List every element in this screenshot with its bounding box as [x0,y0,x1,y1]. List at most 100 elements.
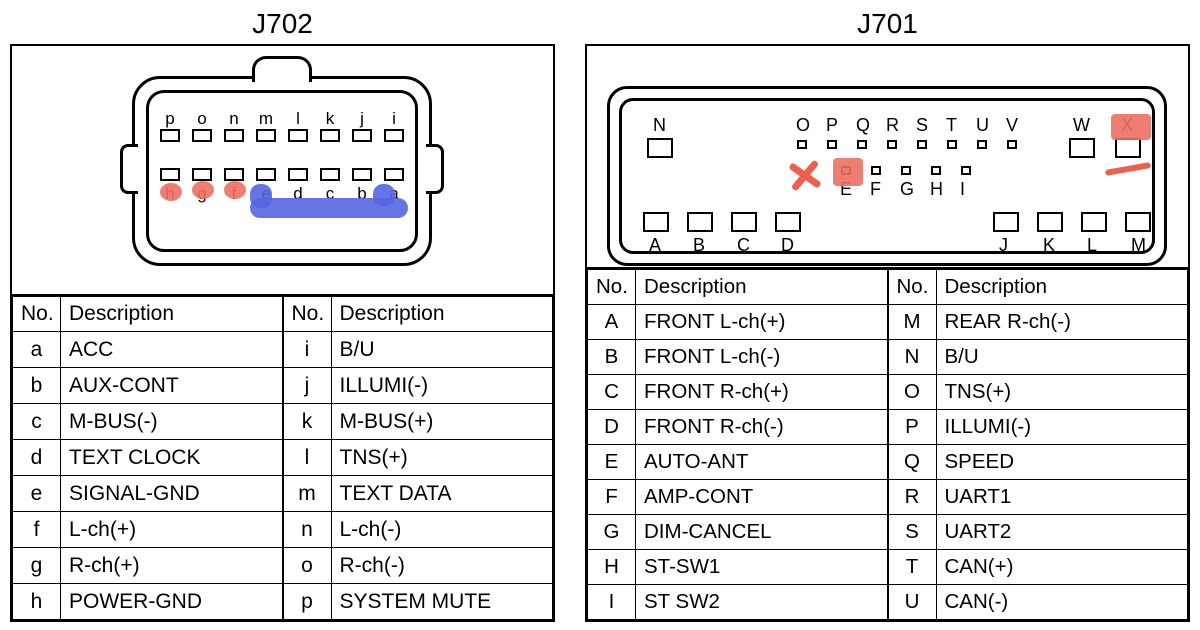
table-row: PILLUMI(-) [888,410,1188,445]
cell-no: P [888,410,936,445]
cell-desc: AUX-CONT [61,368,283,404]
table-row: UCAN(-) [888,585,1188,620]
cell-no: h [13,584,61,620]
pin-label-A: A [649,236,661,254]
pin-i [384,129,404,142]
pin-m [256,129,276,142]
highlight-red-blob-X [1111,114,1151,140]
connector-tab [252,56,312,82]
pin-label-S: S [916,116,928,134]
highlight-red-dot-g [192,181,214,199]
cell-desc: M-BUS(+) [331,404,553,440]
cell-no: g [13,548,61,584]
pin-P [827,140,837,149]
cell-desc: FRONT L-ch(-) [636,340,888,375]
table-row: iB/U [283,332,553,368]
th-no: No. [888,270,936,305]
table-row: cM-BUS(-) [13,404,283,440]
table-row: TCAN(+) [888,550,1188,585]
cell-no: H [588,550,636,585]
table-row: RUART1 [888,480,1188,515]
cell-desc: L-ch(-) [331,512,553,548]
connector-drawing-j702: ponmlkji hgfedcba [12,46,553,296]
pin-G [901,166,911,175]
cell-desc: FRONT R-ch(+) [636,375,888,410]
pin-label-T: T [946,116,957,134]
pin-label-N: N [653,116,666,134]
cell-desc: SIGNAL-GND [61,476,283,512]
cell-no: T [888,550,936,585]
table-row: bAUX-CONT [13,368,283,404]
cell-no: B [588,340,636,375]
pin-label-n: n [224,110,244,127]
pin-W [1069,138,1095,158]
cell-desc: R-ch(-) [331,548,553,584]
table-row: eSIGNAL-GND [13,476,283,512]
pin-label-B: B [693,236,705,254]
highlight-blue-smear-b [373,184,395,206]
cell-no: O [888,375,936,410]
cell-desc: SPEED [936,445,1188,480]
table-row: dTEXT CLOCK [13,440,283,476]
cell-desc: ST SW2 [636,585,888,620]
pin-f [224,168,244,181]
pin-g [192,168,212,181]
table-row: hPOWER-GND [13,584,283,620]
connector-frame-j701: N OPQRSTUV W X EFGHI ABCDJKLM [585,44,1190,622]
pin-B [687,212,713,232]
pin-F [871,166,881,175]
cell-desc: M-BUS(-) [61,404,283,440]
cell-desc: UART1 [936,480,1188,515]
table-row: aACC [13,332,283,368]
cell-no: F [588,480,636,515]
pin-L [1081,212,1107,232]
pin-label-J: J [999,236,1008,254]
pin-a [384,168,404,181]
cell-no: d [13,440,61,476]
cell-desc: TEXT CLOCK [61,440,283,476]
pin-M [1125,212,1151,232]
cell-no: f [13,512,61,548]
cell-no: n [283,512,331,548]
table-row: SUART2 [888,515,1188,550]
highlight-red-blob-E [833,158,863,186]
pin-V [1007,140,1017,149]
pin-label-M: M [1131,236,1146,254]
pinout-table-j701-left: No. Description AFRONT L-ch(+)BFRONT L-c… [587,269,888,620]
cell-desc: B/U [331,332,553,368]
th-no: No. [283,297,331,332]
pin-label-i: i [384,110,404,127]
cell-desc: AUTO-ANT [636,445,888,480]
pin-D [775,212,801,232]
pin-label-R: R [886,116,899,134]
pin-A [643,212,669,232]
table-row: DFRONT R-ch(-) [588,410,888,445]
connector-title-j702: J702 [10,8,555,40]
cell-desc: ST-SW1 [636,550,888,585]
table-row: GDIM-CANCEL [588,515,888,550]
cell-no: G [588,515,636,550]
table-row: CFRONT R-ch(+) [588,375,888,410]
pin-label-K: K [1043,236,1055,254]
pin-label-l: l [288,110,308,127]
cell-desc: FRONT R-ch(-) [636,410,888,445]
pin-Q [857,140,867,149]
pin-j [352,129,372,142]
cell-no: D [588,410,636,445]
pin-h [160,168,180,181]
cell-no: k [283,404,331,440]
table-row: BFRONT L-ch(-) [588,340,888,375]
pin-label-P: P [826,116,838,134]
cell-desc: B/U [936,340,1188,375]
pin-label-G: G [900,180,914,198]
pin-label-O: O [796,116,810,134]
cell-desc: DIM-CANCEL [636,515,888,550]
cell-no: a [13,332,61,368]
pin-K [1037,212,1063,232]
table-row: mTEXT DATA [283,476,553,512]
cell-no: A [588,305,636,340]
pin-label-p: p [160,110,180,127]
th-no: No. [588,270,636,305]
table-row: EAUTO-ANT [588,445,888,480]
th-desc: Description [636,270,888,305]
